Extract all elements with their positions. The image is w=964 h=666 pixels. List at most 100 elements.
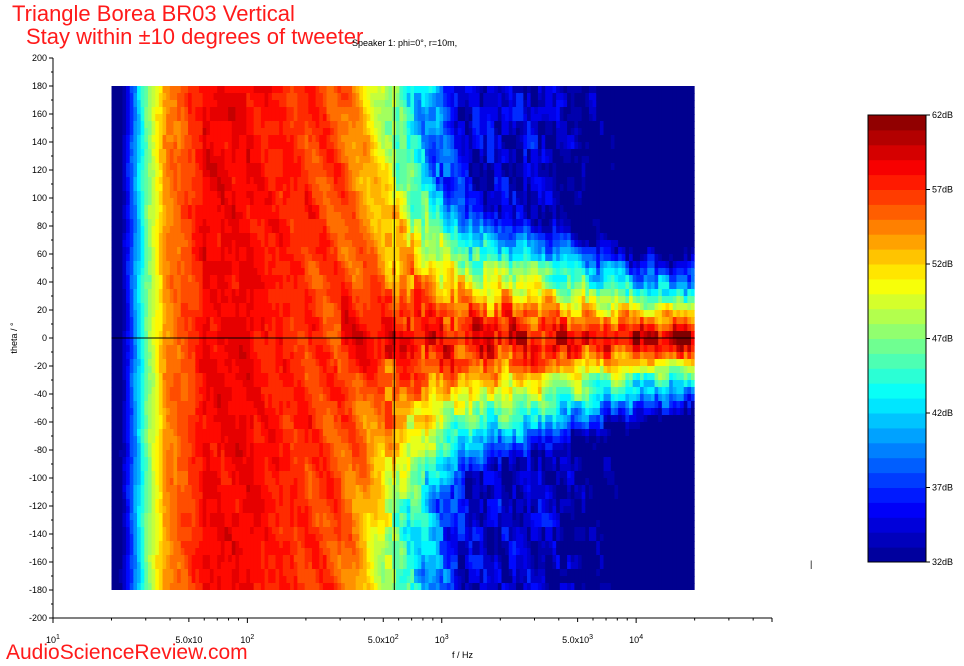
heatmap-cell <box>253 247 258 255</box>
heatmap-cell <box>257 163 262 171</box>
heatmap-cell <box>286 520 291 528</box>
heatmap-cell <box>297 401 302 409</box>
heatmap-cell <box>279 415 284 423</box>
heatmap-cell <box>290 331 295 339</box>
heatmap-cell <box>158 408 164 416</box>
heatmap-cell <box>224 219 229 227</box>
heatmap-cell <box>184 555 189 563</box>
heatmap-cell <box>341 268 346 276</box>
heatmap-cell <box>224 100 229 108</box>
heatmap-cell <box>311 366 317 374</box>
heatmap-cell <box>158 191 164 199</box>
heatmap-cell <box>177 296 182 304</box>
heatmap-cell <box>177 142 182 150</box>
heatmap-cell <box>169 289 175 297</box>
heatmap-cell <box>198 128 204 136</box>
heatmap-cell <box>235 583 240 590</box>
heatmap-cell <box>341 359 346 367</box>
heatmap-cell <box>162 107 167 115</box>
heatmap-cell <box>140 394 145 402</box>
heatmap-cell <box>282 184 288 192</box>
heatmap-cell <box>126 296 131 304</box>
heatmap-cell <box>348 527 353 535</box>
heatmap-cell <box>129 387 134 395</box>
heatmap-cell <box>224 380 229 388</box>
heatmap-cell <box>297 142 302 150</box>
heatmap-cell <box>147 380 153 388</box>
heatmap-cell <box>202 121 207 129</box>
heatmap-cell <box>206 107 211 115</box>
heatmap-cell <box>129 282 134 290</box>
heatmap-cell <box>290 352 295 360</box>
heatmap-cell <box>304 275 309 283</box>
heatmap-cell <box>290 212 295 220</box>
heatmap-cell <box>198 289 204 297</box>
heatmap-cell <box>224 408 229 416</box>
heatmap-cell <box>184 170 189 178</box>
heatmap-cell <box>355 471 360 479</box>
heatmap-cell <box>137 415 142 423</box>
heatmap-cell <box>257 576 262 584</box>
heatmap-cell <box>162 128 167 136</box>
heatmap-cell <box>115 450 120 458</box>
heatmap-cell <box>253 576 258 584</box>
heatmap-cell <box>137 226 142 234</box>
heatmap-cell <box>352 499 357 507</box>
heatmap-cell <box>297 485 302 493</box>
heatmap-cell <box>202 478 207 486</box>
heatmap-cell <box>304 233 309 241</box>
heatmap-cell <box>217 394 222 402</box>
heatmap-cell <box>359 443 364 451</box>
heatmap-cell <box>162 268 167 276</box>
heatmap-cell <box>352 485 357 493</box>
heatmap-cell <box>359 317 364 325</box>
heatmap-cell <box>242 429 247 437</box>
heatmap-cell <box>297 541 302 549</box>
heatmap-cell <box>264 499 269 507</box>
heatmap-cell <box>191 163 196 171</box>
heatmap-cell <box>344 142 350 150</box>
heatmap-cell <box>129 107 134 115</box>
heatmap-cell <box>206 457 211 465</box>
heatmap-cell <box>311 583 317 590</box>
heatmap-cell <box>275 485 280 493</box>
heatmap-cell <box>188 548 193 556</box>
heatmap-cell <box>155 548 160 556</box>
heatmap-cell <box>352 548 357 556</box>
heatmap-cell <box>191 282 196 290</box>
heatmap-cell <box>213 422 218 430</box>
heatmap-cell <box>137 534 142 542</box>
heatmap-cell <box>177 562 182 570</box>
heatmap-cell <box>315 499 320 507</box>
heatmap-cell <box>169 464 175 472</box>
heatmap-cell <box>111 527 116 535</box>
heatmap-cell <box>126 275 131 283</box>
heatmap-cell <box>217 135 222 143</box>
heatmap-cell <box>250 352 255 360</box>
heatmap-cell <box>359 142 364 150</box>
heatmap-cell <box>279 184 284 192</box>
heatmap-cell <box>126 443 131 451</box>
heatmap-cell <box>304 394 309 402</box>
heatmap-cell <box>169 527 175 535</box>
heatmap-cell <box>359 331 364 339</box>
heatmap-cell <box>315 380 320 388</box>
heatmap-cell <box>250 394 255 402</box>
heatmap-cell <box>202 240 207 248</box>
heatmap-cell <box>133 282 138 290</box>
heatmap-cell <box>151 450 156 458</box>
heatmap-cell <box>275 345 280 353</box>
heatmap-cell <box>322 583 328 590</box>
heatmap-cell <box>137 562 142 570</box>
heatmap-cell <box>220 107 226 115</box>
heatmap-cell <box>257 485 262 493</box>
heatmap-cell <box>151 520 156 528</box>
heatmap-cell <box>326 555 331 563</box>
heatmap-cell <box>253 149 258 157</box>
heatmap-cell <box>184 226 189 234</box>
heatmap-cell <box>268 471 273 479</box>
heatmap-cell <box>209 401 215 409</box>
heatmap-cell <box>206 191 211 199</box>
heatmap-cell <box>344 317 350 325</box>
heatmap-cell <box>268 345 273 353</box>
